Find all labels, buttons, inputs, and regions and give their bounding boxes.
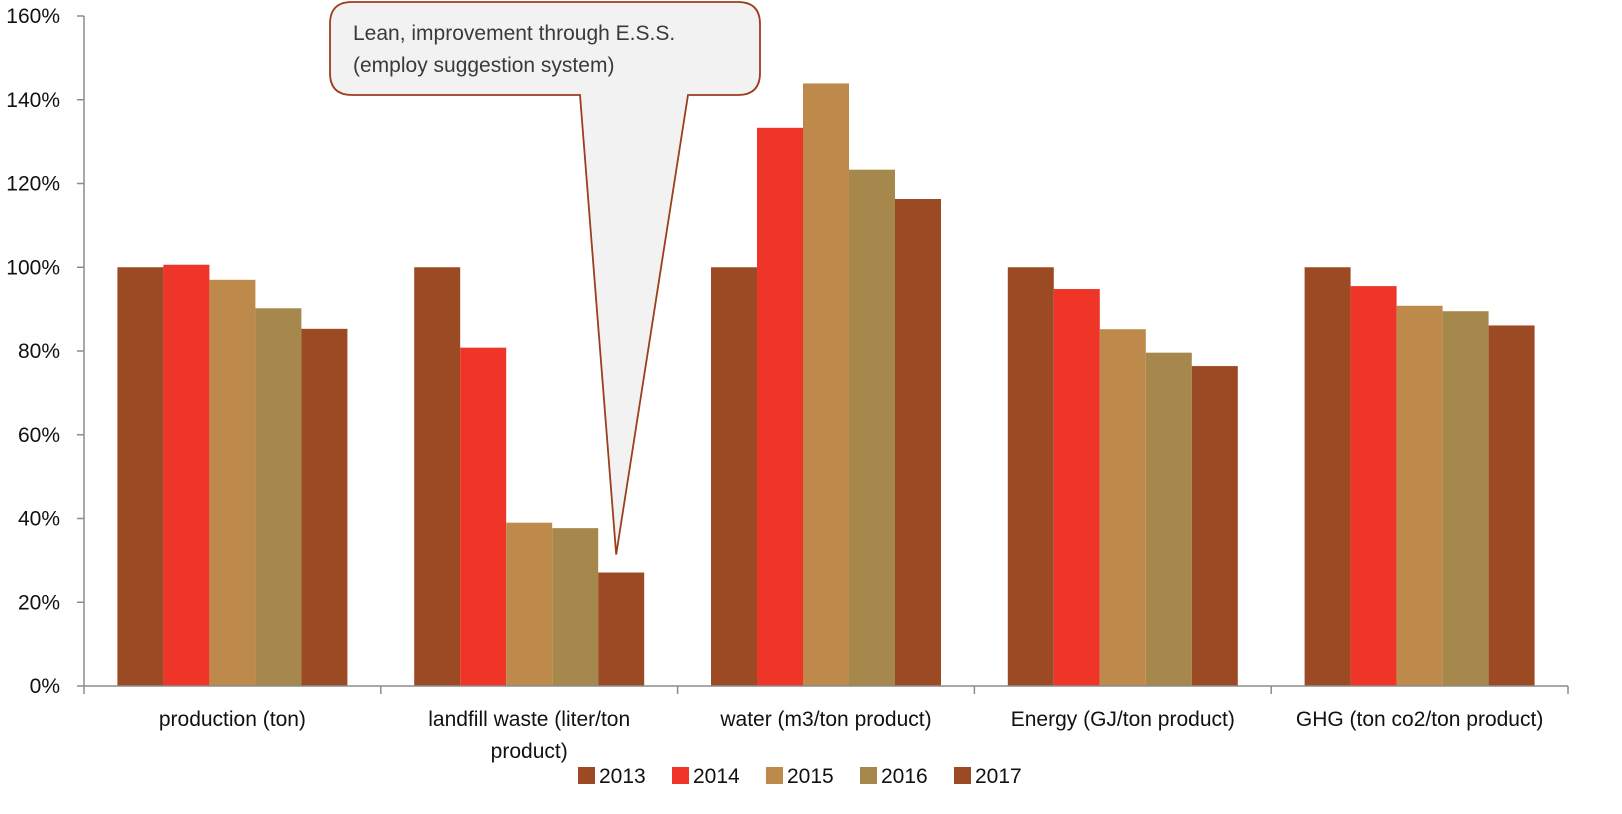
- bar-2013-cat-1: [414, 267, 461, 686]
- x-category-label: Energy (GJ/ton product): [1011, 708, 1235, 731]
- y-tick-label: 40%: [18, 508, 60, 531]
- bar-2016-cat-2: [849, 169, 895, 686]
- x-category-label: landfill waste (liter/ton product): [428, 708, 630, 763]
- legend-label-2016: 2016: [881, 765, 928, 788]
- bar-2014-cat-3: [1053, 289, 1100, 686]
- bar-2013-cat-4: [1304, 267, 1351, 686]
- y-tick-label: 120%: [6, 173, 60, 196]
- bar-2015-cat-1: [506, 522, 553, 686]
- bar-2015-cat-2: [803, 83, 849, 686]
- legend-swatch-2017: [954, 767, 971, 784]
- bar-2014-cat-4: [1350, 286, 1397, 686]
- bar-2013-cat-3: [1007, 267, 1054, 686]
- y-tick-label: 20%: [18, 591, 60, 614]
- bar-2014-cat-0: [163, 264, 210, 686]
- x-category-label: GHG (ton co2/ton product): [1296, 708, 1543, 731]
- bar-2017-cat-3: [1191, 366, 1238, 686]
- bar-2014-cat-2: [757, 127, 803, 686]
- bar-2015-cat-4: [1396, 305, 1443, 686]
- legend-label-2013: 2013: [599, 765, 646, 788]
- legend-swatch-2016: [860, 767, 877, 784]
- bar-2013-cat-0: [117, 267, 164, 686]
- callout-text-line: (employ suggestion system): [353, 54, 614, 77]
- bar-2017-cat-2: [895, 198, 941, 686]
- bar-2015-cat-3: [1099, 329, 1146, 686]
- legend-label-2015: 2015: [787, 765, 834, 788]
- bar-2016-cat-3: [1145, 352, 1192, 686]
- axes-layer: 0% 20% 40% 60% 80% 100% 120% 140% 160% production…: [6, 5, 1569, 763]
- bars-layer: [117, 83, 1535, 686]
- legend-swatch-2013: [578, 767, 595, 784]
- y-tick-label: 100%: [6, 256, 60, 279]
- legend-label-2017: 2017: [975, 765, 1022, 788]
- y-tick-label: 80%: [18, 340, 60, 363]
- bar-2016-cat-0: [255, 308, 302, 686]
- bar-2016-cat-4: [1442, 311, 1489, 686]
- legend-swatch-2014: [672, 767, 689, 784]
- y-tick-label: 0%: [30, 675, 60, 698]
- bar-2014-cat-1: [460, 347, 507, 686]
- callout: Lean, improvement through E.S.S. (employ …: [329, 1, 761, 555]
- bar-2017-cat-1: [598, 572, 645, 686]
- bar-2017-cat-4: [1488, 325, 1535, 686]
- y-tick-label: 160%: [6, 5, 60, 28]
- legend: 2013 2014 2015 2016 2017: [578, 765, 1022, 788]
- bar-2013-cat-2: [711, 267, 757, 686]
- callout-text-line: Lean, improvement through E.S.S.: [353, 22, 675, 45]
- legend-swatch-2015: [766, 767, 783, 784]
- x-category-label: production (ton): [159, 708, 306, 731]
- x-category-label: water (m3/ton product): [719, 708, 931, 731]
- y-tick-label: 60%: [18, 424, 60, 447]
- callout-bubble: [329, 1, 761, 555]
- bar-2015-cat-0: [209, 279, 256, 686]
- y-tick-label: 140%: [6, 89, 60, 112]
- legend-label-2014: 2014: [693, 765, 740, 788]
- bar-2017-cat-0: [301, 328, 348, 686]
- bar-2016-cat-1: [552, 528, 599, 686]
